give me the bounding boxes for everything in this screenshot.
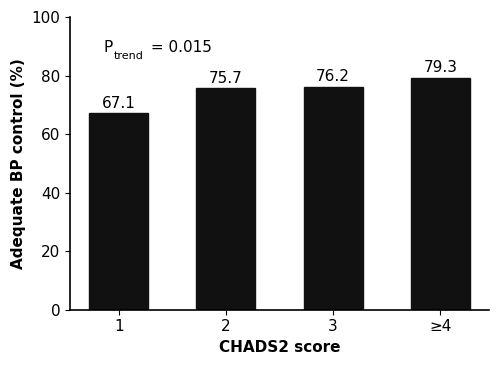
Text: 79.3: 79.3 xyxy=(424,60,458,75)
Bar xyxy=(90,113,148,310)
Bar xyxy=(304,87,362,310)
Y-axis label: Adequate BP control (%): Adequate BP control (%) xyxy=(11,58,26,269)
Bar xyxy=(411,78,470,310)
Text: 75.7: 75.7 xyxy=(209,71,243,86)
Text: = 0.015: = 0.015 xyxy=(146,40,212,55)
X-axis label: CHADS2 score: CHADS2 score xyxy=(219,340,340,355)
Text: trend: trend xyxy=(114,51,144,61)
Bar xyxy=(196,88,256,310)
Text: 76.2: 76.2 xyxy=(316,70,350,85)
Text: P: P xyxy=(104,40,113,55)
Text: 67.1: 67.1 xyxy=(102,96,136,111)
